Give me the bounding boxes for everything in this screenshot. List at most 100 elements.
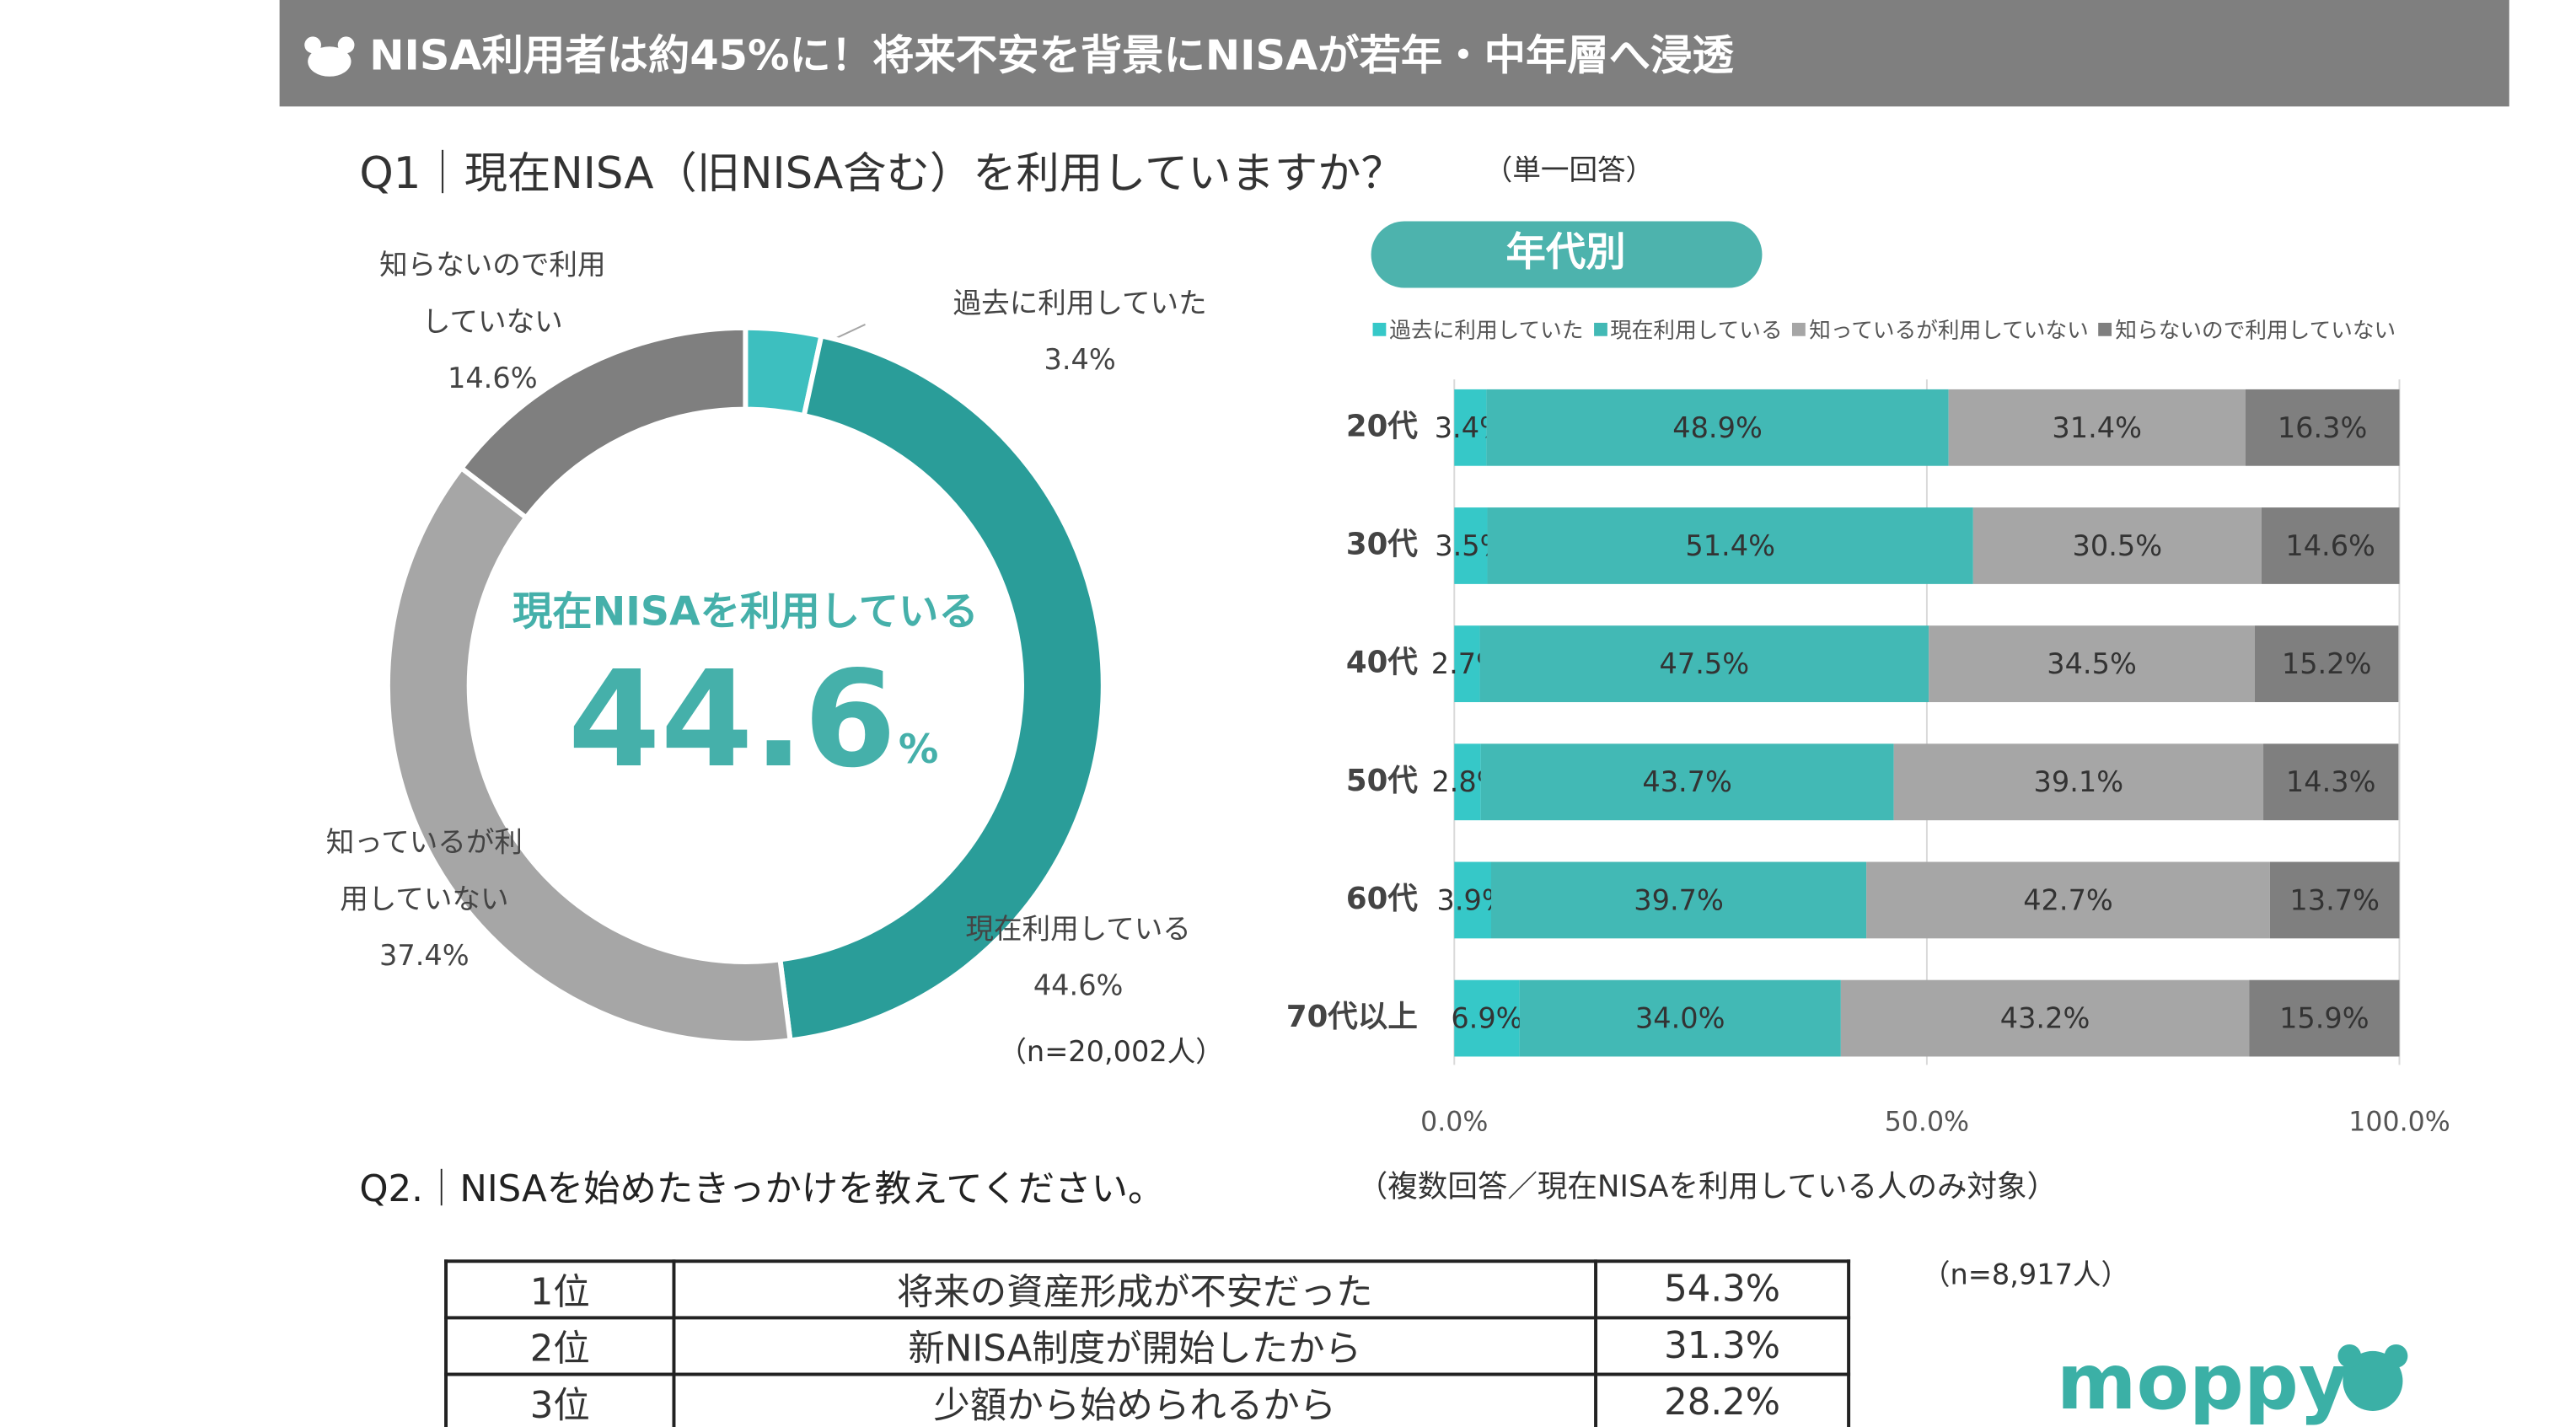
header-title: NISA利用者は約45%に！将来不安を背景にNISAが若年・中年層へ浸透 bbox=[369, 31, 1734, 80]
donut-label: 過去に利用していた 3.4% bbox=[897, 276, 1263, 389]
table-cell: 1位 bbox=[444, 1259, 676, 1320]
bar-segment bbox=[1454, 625, 1480, 703]
value-label: 42.7% bbox=[2023, 883, 2113, 916]
table-cell: 31.3% bbox=[1594, 1316, 1851, 1376]
bar-segment bbox=[2245, 389, 2400, 466]
value-label: 15.2% bbox=[2282, 647, 2372, 680]
table-row: 2位 新NISA制度が開始したから 31.3% bbox=[444, 1316, 1851, 1376]
category-label: 過去に利用していた bbox=[953, 287, 1207, 321]
y-tick-label: 20代 bbox=[1346, 409, 1418, 443]
bar-segment bbox=[1866, 861, 2270, 939]
value-label: 14.6% bbox=[2285, 529, 2375, 562]
legend-item: 現在利用している bbox=[1593, 313, 1783, 345]
value-label: 43.7% bbox=[1642, 765, 1732, 798]
bar-segment bbox=[2254, 625, 2399, 703]
value-label: 6.9% bbox=[1451, 1002, 1522, 1035]
value-label: 30.5% bbox=[2073, 529, 2163, 562]
value-label: 15.9% bbox=[2279, 1002, 2369, 1035]
value-label: 44.6% bbox=[1033, 969, 1124, 1004]
value-label: 14.3% bbox=[2286, 765, 2376, 798]
bar-segment bbox=[1479, 625, 1929, 703]
legend-label: 知らないので利用していない bbox=[2115, 319, 2396, 345]
category-label: 知らないので利用 していない bbox=[379, 249, 606, 340]
category-label: 知っているが利 用していない bbox=[325, 827, 523, 917]
y-tick-label: 40代 bbox=[1346, 646, 1418, 680]
value-label: 43.2% bbox=[2000, 1002, 2090, 1035]
donut-label: 知っているが利 用していない 37.4% bbox=[241, 815, 607, 984]
table-row: 3位 少額から始められるから 28.2% bbox=[444, 1372, 1851, 1427]
y-tick-label: 70代以上 bbox=[1286, 1000, 1418, 1034]
table-cell: 54.3% bbox=[1594, 1259, 1851, 1320]
q2-note: （複数回答／現在NISAを利用している人のみ対象） bbox=[1358, 1169, 2057, 1204]
reason-table: 1位 将来の資産形成が不安だった 54.3% 2位 新NISA制度が開始したから 31.3… bbox=[444, 1259, 1851, 1427]
bar-segment bbox=[1491, 861, 1867, 939]
value-label: 34.0% bbox=[1635, 1002, 1725, 1035]
value-label: 39.1% bbox=[2034, 765, 2124, 798]
bar-segment bbox=[1893, 743, 2264, 821]
table-cell: 3位 bbox=[444, 1372, 676, 1427]
value-label: 39.7% bbox=[1634, 883, 1724, 916]
bar-segment bbox=[2261, 507, 2400, 584]
value-label: 14.6% bbox=[447, 362, 538, 396]
legend-swatch bbox=[1593, 321, 1607, 335]
center-unit: % bbox=[899, 727, 938, 773]
header-bar bbox=[279, 0, 2509, 107]
y-tick-label: 60代 bbox=[1346, 882, 1418, 916]
table-cell: 2位 bbox=[444, 1316, 676, 1376]
x-tick-label: 100.0% bbox=[2348, 1107, 2450, 1137]
x-tick-label: 0.0% bbox=[1420, 1107, 1488, 1137]
donut-label: 知らないので利用 していない 14.6% bbox=[309, 238, 675, 407]
q2-sample: （n=8,917人） bbox=[1922, 1258, 2129, 1291]
value-label: 37.4% bbox=[379, 940, 470, 974]
table-cell: 将来の資産形成が不安だった bbox=[672, 1259, 1598, 1320]
legend-item: 知っているが利用していない bbox=[1792, 313, 2089, 345]
donut-label: 現在利用している 44.6% bbox=[895, 902, 1261, 1015]
value-label: 16.3% bbox=[2278, 411, 2368, 444]
bar-segment bbox=[1454, 861, 1492, 939]
legend-label: 過去に利用していた bbox=[1389, 319, 1584, 345]
bar-segment bbox=[1840, 979, 2250, 1057]
logo-icon bbox=[2337, 1344, 2408, 1411]
y-tick-label: 30代 bbox=[1346, 527, 1418, 561]
bar-segment bbox=[1486, 389, 1949, 466]
category-label: 現在利用している bbox=[965, 913, 1191, 947]
value-label: 13.7% bbox=[2289, 883, 2380, 916]
center-label: 現在NISAを利用している bbox=[513, 588, 979, 635]
legend: 過去に利用していた 現在利用している 知っているが利用していない 知らないので利用して… bbox=[1372, 313, 2396, 345]
value-label: 51.4% bbox=[1685, 529, 1775, 562]
bar-title: 年代別 bbox=[1505, 229, 1625, 276]
bar-segment bbox=[1487, 507, 1973, 584]
legend-item: 知らないので利用していない bbox=[2098, 313, 2396, 345]
header-icon bbox=[304, 36, 355, 77]
donut-segment bbox=[458, 325, 749, 522]
x-tick-label: 50.0% bbox=[1885, 1107, 1969, 1137]
table-row: 1位 将来の資産形成が不安だった 54.3% bbox=[444, 1259, 1851, 1320]
bar-segment bbox=[1519, 979, 1841, 1057]
table-cell: 新NISA制度が開始したから bbox=[672, 1316, 1598, 1376]
bar-segment bbox=[1948, 389, 2246, 466]
y-tick-label: 50代 bbox=[1346, 764, 1418, 798]
legend-item: 過去に利用していた bbox=[1372, 313, 1584, 345]
logo: moppy bbox=[2057, 1338, 2348, 1427]
legend-swatch bbox=[1372, 321, 1387, 335]
center-value: 44.6 bbox=[568, 642, 897, 797]
table-cell: 少額から始められるから bbox=[672, 1372, 1598, 1427]
bar-segment bbox=[1480, 743, 1894, 821]
bar-segment bbox=[1929, 625, 2255, 703]
legend-swatch bbox=[2098, 321, 2112, 335]
q1-question: Q1｜現在NISA（旧NISA含む）を利用していますか？ bbox=[359, 148, 1403, 199]
q2-question: Q2.｜NISAを始めたきっかけを教えてください。 bbox=[359, 1168, 1164, 1210]
bar-segment bbox=[1454, 979, 1520, 1057]
bar-segment bbox=[2269, 861, 2400, 939]
q1-sample: （n=20,002人） bbox=[998, 1035, 1223, 1068]
bar-title-pill bbox=[1371, 221, 1763, 288]
value-label: 34.5% bbox=[2047, 647, 2137, 680]
value-label: 31.4% bbox=[2052, 411, 2142, 444]
bar-segment bbox=[2249, 979, 2400, 1057]
value-label: 3.4% bbox=[1044, 344, 1116, 378]
bar-segment bbox=[1454, 743, 1481, 821]
value-label: 48.9% bbox=[1672, 411, 1763, 444]
